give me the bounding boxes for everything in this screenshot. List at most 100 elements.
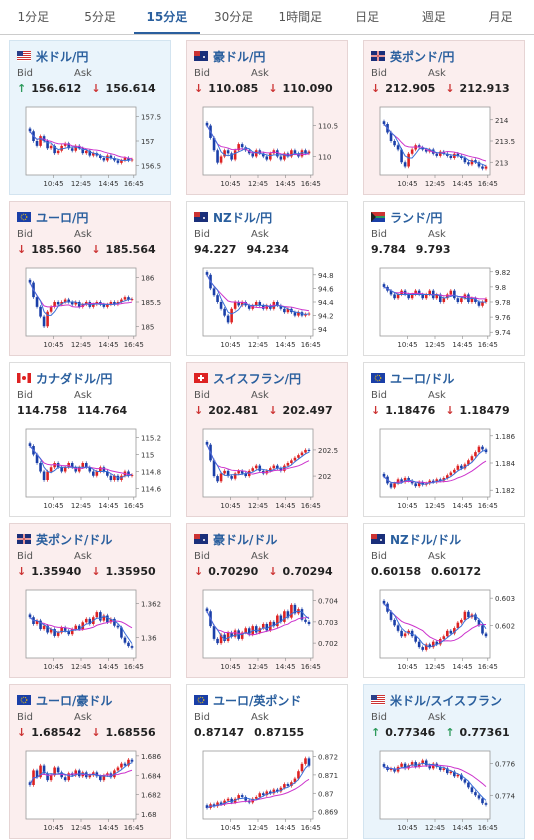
pair-name-link[interactable]: スイスフラン/円 [213, 371, 302, 386]
pair-name-link[interactable]: 豪ドル/円 [213, 49, 266, 64]
rate-card[interactable]: ユーロ/英ポンド Bid Ask 0.87147 0.87155 0.872 0.871 0.… [186, 684, 348, 839]
moving-average-short [29, 282, 133, 316]
rate-card[interactable]: 米ドル/円 Bid Ask ↑ 156.612 ↓ 156.614 157.5 157 156.5… [9, 40, 171, 195]
candle-body [219, 634, 223, 644]
tab-timeframe[interactable]: 月足 [488, 10, 513, 24]
x-tick-label: 14:45 [98, 180, 118, 188]
chart-container[interactable]: 0.704 0.703 0.702 10:45 12:45 14:45 16:45 [195, 586, 343, 674]
chart-container[interactable]: 186 185.5 185 10:45 12:45 14:45 16:45 [18, 264, 166, 352]
bid-ask-values: ↓ 1.68542 ↓ 1.68556 [17, 726, 163, 740]
tab-timeframe[interactable]: 5分足 [84, 10, 116, 24]
tab-timeframe[interactable]: 15分足 [133, 0, 201, 34]
chart-container[interactable]: 110.5 110 10:45 12:45 14:45 16:45 [195, 103, 343, 191]
candle-body [421, 147, 424, 150]
ask-label: Ask [74, 229, 92, 240]
candle-body [293, 150, 297, 154]
candle-body [109, 302, 113, 305]
ask-value-wrap: ↓ 110.090 [268, 82, 337, 96]
candle-body [28, 279, 32, 283]
bid-ask-values: ↓ 110.085 ↓ 110.090 [194, 82, 340, 96]
ask-value: 1.18479 [459, 404, 510, 417]
candle-body [244, 628, 247, 633]
pair-name-link[interactable]: 英ポンド/ドル [36, 532, 113, 547]
rate-card[interactable]: 豪ドル/ドル Bid Ask ↓ 0.70290 ↓ 0.70294 0.704 0.703 0.… [186, 523, 348, 678]
bid-ask-labels: Bid Ask [371, 551, 517, 564]
candle-body [42, 316, 46, 327]
pair-name-link[interactable]: 豪ドル/ドル [213, 532, 278, 547]
y-tick-label: 0.871 [318, 772, 338, 780]
chart-container[interactable]: 0.603 0.602 10:45 12:45 14:45 16:45 [372, 586, 520, 674]
tab-timeframe[interactable]: 日足 [355, 10, 380, 24]
pair-name-link[interactable]: 米ドル/スイスフラン [390, 693, 503, 708]
tab-timeframe[interactable]: 週足 [421, 10, 446, 24]
rate-card[interactable]: ユーロ/円 Bid Ask ↓ 185.560 ↓ 185.564 186 185.5 185 10… [9, 201, 171, 356]
x-tick-label: 16:45 [301, 502, 321, 510]
candle-body [396, 625, 400, 631]
tab-timeframe[interactable]: 1時間足 [278, 10, 323, 24]
candle-body [307, 151, 311, 154]
card-header: 英ポンド/ドル [17, 531, 163, 547]
rate-card[interactable]: NZドル/ドル Bid Ask 0.60158 0.60172 0.603 0.602 10:… [363, 523, 525, 678]
ask-value: 114.764 [77, 404, 128, 417]
bid-ask-labels: Bid Ask [194, 712, 340, 725]
rate-card[interactable]: スイスフラン/円 Bid Ask ↓ 202.481 ↓ 202.497 202.5 202 10… [186, 362, 348, 517]
candle-body [28, 443, 32, 446]
chart-container[interactable]: 1.686 1.684 1.682 1.68 10:45 12:45 14:45 16:45 [18, 747, 166, 835]
pair-name-link[interactable]: ユーロ/円 [36, 210, 89, 225]
pair-name-link[interactable]: カナダドル/円 [36, 371, 113, 386]
ask-value-wrap: ↓ 0.70294 [268, 565, 337, 579]
candle-body [81, 463, 85, 468]
chart-container[interactable]: 1.362 1.36 10:45 12:45 14:45 16:45 [18, 586, 166, 674]
pair-name-link[interactable]: ランド/円 [390, 210, 443, 225]
rate-card[interactable]: カナダドル/円 Bid Ask 114.758 114.764 115.2 115 114.8… [9, 362, 171, 517]
bid-label: Bid [194, 551, 210, 562]
candle-body [438, 151, 442, 156]
pair-name-link[interactable]: NZドル/ドル [390, 532, 462, 547]
card-header: NZドル/ドル [371, 531, 517, 547]
rate-card[interactable]: 英ポンド/ドル Bid Ask ↓ 1.35940 ↓ 1.35950 1.362 1.36 10… [9, 523, 171, 678]
candle-body [212, 626, 216, 639]
candle-body [300, 609, 304, 620]
x-tick-label: 14:45 [275, 663, 295, 671]
pair-name-link[interactable]: ユーロ/ドル [390, 371, 455, 386]
rate-card[interactable]: ユーロ/ドル Bid Ask ↓ 1.18476 ↓ 1.18479 1.186 1.184 1.… [363, 362, 525, 517]
rate-card[interactable]: 豪ドル/円 Bid Ask ↓ 110.085 ↓ 110.090 110.5 110 10:45… [186, 40, 348, 195]
chart-container[interactable]: 0.776 0.774 10:45 12:45 14:45 16:45 [372, 747, 520, 835]
rate-card[interactable]: 英ポンド/円 Bid Ask ↓ 212.905 ↓ 212.913 214 213.5 213 1… [363, 40, 525, 195]
ask-label: Ask [428, 390, 446, 401]
candle-body [216, 295, 219, 302]
chart-container[interactable]: 9.82 9.8 9.78 9.76 9.74 10:45 12:45 14:45 16:45 [372, 264, 520, 352]
pair-name-link[interactable]: NZドル/円 [213, 210, 273, 225]
price-chart: 202.5 202 10:45 12:45 14:45 16:45 [202, 428, 338, 510]
tab-timeframe[interactable]: 30分足 [213, 10, 254, 24]
pair-name-link[interactable]: 英ポンド/円 [390, 49, 455, 64]
chart-container[interactable]: 214 213.5 213 10:45 12:45 14:45 16:45 [372, 103, 520, 191]
rate-card[interactable]: NZドル/円 Bid Ask 94.227 94.234 94.8 94.6 94.4 94.2… [186, 201, 348, 356]
moving-average-short [29, 762, 133, 786]
chart-container[interactable]: 94.8 94.6 94.4 94.2 94 10:45 12:45 14:45 16:45 [195, 264, 343, 352]
rate-card[interactable]: 米ドル/スイスフラン Bid Ask ↑ 0.77346 ↑ 0.77361 0.776 0.7… [363, 684, 525, 839]
candle-body [460, 298, 463, 302]
chart-container[interactable]: 202.5 202 10:45 12:45 14:45 16:45 [195, 425, 343, 513]
chart-container[interactable]: 115.2 115 114.8 114.6 10:45 12:45 14:45 16:45 [18, 425, 166, 513]
chart-container[interactable]: 0.872 0.871 0.87 0.869 10:45 12:45 14:45 16:45 [195, 747, 343, 835]
x-tick-label: 14:45 [275, 824, 295, 832]
x-tick-label: 10:45 [220, 180, 240, 188]
bid-ask-labels: Bid Ask [17, 68, 163, 81]
candle-body [456, 774, 460, 777]
chart-container[interactable]: 157.5 157 156.5 10:45 12:45 14:45 16:45 [18, 103, 166, 191]
pair-name-link[interactable]: 米ドル/円 [36, 49, 89, 64]
pair-name-link[interactable]: ユーロ/英ポンド [213, 693, 302, 708]
bid-ask-labels: Bid Ask [371, 712, 517, 725]
candle-body [460, 774, 463, 780]
rate-card[interactable]: ユーロ/豪ドル Bid Ask ↓ 1.68542 ↓ 1.68556 1.686 1.684 1… [9, 684, 171, 839]
bid-label: Bid [371, 712, 387, 723]
pair-name-link[interactable]: ユーロ/豪ドル [36, 693, 113, 708]
candle-body [99, 155, 102, 158]
chart-container[interactable]: 1.186 1.184 1.182 10:45 12:45 14:45 16:45 [372, 425, 520, 513]
arrow-down-icon: ↓ [91, 726, 101, 739]
x-tick-label: 16:45 [124, 502, 144, 510]
x-tick-label: 12:45 [425, 502, 445, 510]
tab-timeframe[interactable]: 1分足 [17, 10, 50, 24]
rate-card[interactable]: ランド/円 Bid Ask 9.784 9.793 9.82 9.8 9.78 9.76 9.74… [363, 201, 525, 356]
